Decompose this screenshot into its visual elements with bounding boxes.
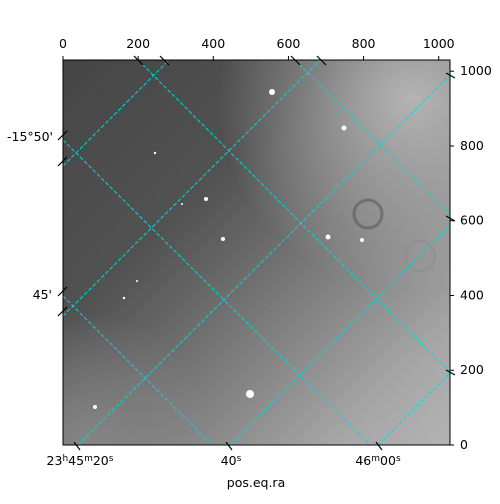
ring-feature bbox=[403, 239, 437, 273]
coordinate-grid bbox=[63, 60, 450, 445]
stars bbox=[93, 89, 364, 409]
right-axis-tick-label: 600 bbox=[460, 213, 484, 228]
top-axis-tick-label: 0 bbox=[59, 36, 67, 51]
star bbox=[204, 197, 208, 201]
grid-line bbox=[63, 139, 371, 445]
grid-line bbox=[229, 224, 450, 445]
right-axis-tick-label: 1000 bbox=[460, 63, 492, 78]
ra-label: 23h45m20s bbox=[47, 453, 114, 468]
star bbox=[122, 296, 126, 300]
right-axis-tick-label: 800 bbox=[460, 138, 484, 153]
top-axis-tick-label: 400 bbox=[201, 36, 225, 51]
star bbox=[341, 125, 347, 131]
grid-line bbox=[63, 60, 170, 167]
top-axis-tick-label: 1000 bbox=[423, 36, 455, 51]
star bbox=[246, 390, 254, 398]
dec-label: -15°50' bbox=[7, 129, 53, 144]
sky-image bbox=[63, 60, 450, 445]
star bbox=[93, 405, 97, 409]
star bbox=[136, 280, 138, 282]
top-axis-tick-label: 800 bbox=[352, 36, 376, 51]
right-axis-tick-label: 400 bbox=[460, 287, 484, 302]
grid-line bbox=[377, 372, 450, 445]
top-pixel-axis: 0 200 400 600 800 1000 bbox=[59, 36, 455, 60]
star bbox=[181, 203, 183, 205]
x-axis-label: pos.eq.ra bbox=[227, 475, 285, 490]
grid-line bbox=[77, 74, 450, 445]
star bbox=[360, 238, 364, 242]
grid-line bbox=[63, 295, 213, 445]
dec-label: 45' bbox=[33, 287, 52, 302]
star bbox=[221, 237, 225, 241]
ra-label: 40s bbox=[221, 453, 242, 468]
grid-line bbox=[294, 60, 450, 216]
top-axis-tick-label: 600 bbox=[277, 36, 301, 51]
right-pixel-axis: 0 200 400 600 800 1000 bbox=[450, 63, 492, 452]
grid-line bbox=[137, 60, 450, 373]
star bbox=[269, 89, 275, 95]
right-axis-tick-label: 200 bbox=[460, 362, 484, 377]
right-axis-tick-label: 0 bbox=[460, 437, 468, 452]
plot-frame bbox=[62, 59, 451, 446]
wcs-tick-marks bbox=[57, 55, 456, 451]
star bbox=[325, 234, 331, 240]
grid-line bbox=[63, 60, 321, 317]
top-axis-tick-label: 200 bbox=[126, 36, 150, 51]
ra-label: 46m00s bbox=[355, 453, 401, 468]
ring-feature bbox=[352, 198, 384, 230]
star bbox=[153, 151, 157, 155]
